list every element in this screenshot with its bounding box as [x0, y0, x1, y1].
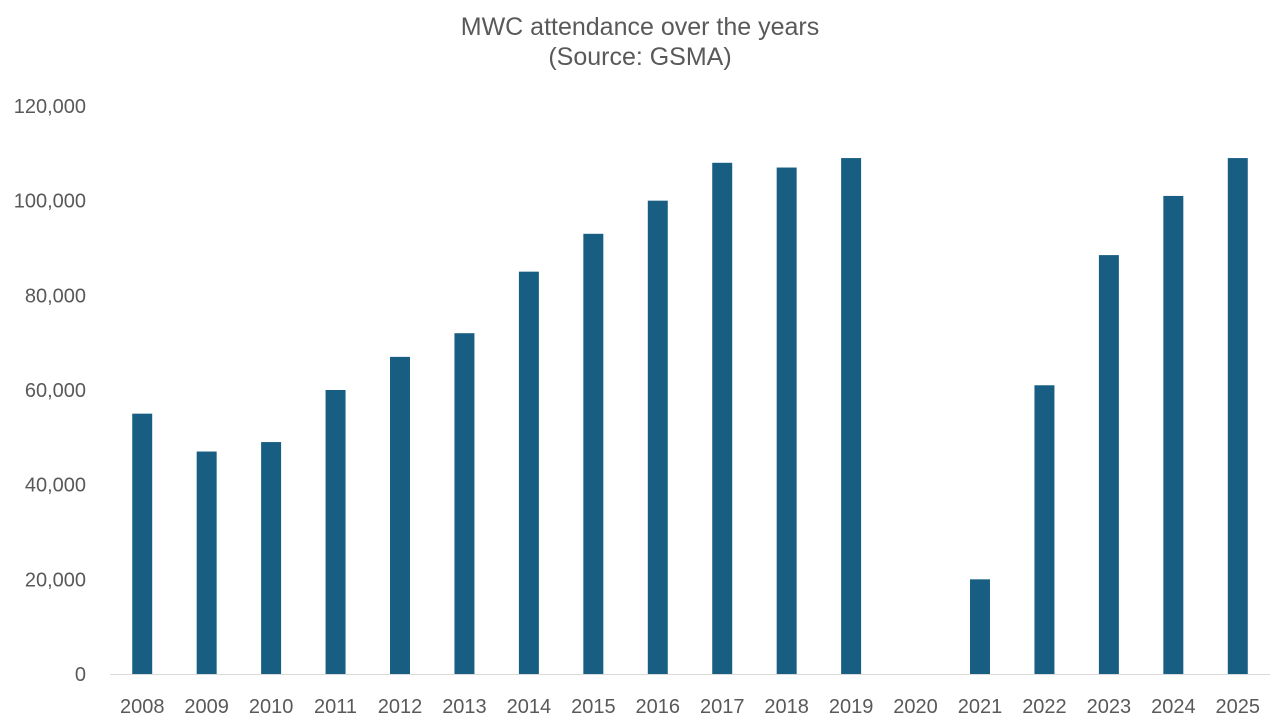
- bar-2010: [261, 442, 282, 674]
- x-tick-label: 2023: [1087, 696, 1132, 718]
- bar-2008: [132, 413, 153, 674]
- x-tick-label: 2012: [378, 696, 423, 718]
- x-tick-label: 2022: [1022, 696, 1067, 718]
- bars: [132, 158, 1248, 675]
- bar-2015: [583, 233, 604, 675]
- x-tick-label: 2013: [442, 696, 487, 718]
- y-tick-label: 20,000: [25, 569, 86, 591]
- x-tick-label: 2015: [571, 696, 616, 718]
- bar-2014: [518, 271, 539, 674]
- x-tick-label: 2016: [636, 696, 681, 718]
- y-tick-label: 120,000: [14, 96, 86, 118]
- y-tick-label: 0: [75, 664, 86, 686]
- x-tick-label: 2011: [314, 696, 357, 718]
- x-tick-label: 2024: [1151, 696, 1196, 718]
- chart-title: MWC attendance over the years (Source: G…: [0, 12, 1280, 72]
- bar-2019: [841, 158, 862, 675]
- x-tick-label: 2014: [507, 696, 552, 718]
- bar-2018: [776, 167, 797, 675]
- y-tick-label: 80,000: [25, 285, 86, 307]
- bar-2016: [647, 200, 668, 674]
- bar-2013: [454, 333, 475, 674]
- x-tick-label: 2025: [1216, 696, 1261, 718]
- y-tick-label: 40,000: [25, 475, 86, 497]
- y-tick-label: 100,000: [14, 191, 86, 213]
- bar-2011: [325, 390, 346, 674]
- bar-2022: [1034, 385, 1055, 674]
- x-tick-label: 2009: [184, 696, 229, 718]
- x-tick-label: 2017: [700, 696, 745, 718]
- x-tick-label: 2010: [249, 696, 294, 718]
- x-axis-ticks: 2008 2009 2010 2011 2012 2013 2014 2015 2016 2017…: [120, 696, 1260, 718]
- x-tick-label: 2021: [958, 696, 1003, 718]
- chart-subtitle: (Source: GSMA): [548, 43, 732, 71]
- x-tick-label: 2020: [893, 696, 938, 718]
- x-tick-label: 2008: [120, 696, 165, 718]
- y-axis-ticks: 0 20,000 40,000 60,000 80,000 100,000 120,000: [14, 96, 86, 686]
- x-tick-label: 2019: [829, 696, 874, 718]
- bar-2024: [1163, 195, 1184, 674]
- y-tick-label: 60,000: [25, 380, 86, 402]
- bar-2009: [196, 451, 217, 674]
- bar-2023: [1098, 255, 1119, 674]
- bar-2012: [390, 356, 410, 674]
- chart-title-main: MWC attendance over the years: [460, 13, 820, 41]
- bar-2021: [970, 579, 990, 674]
- bar-2025: [1227, 158, 1248, 675]
- x-tick-label: 2018: [764, 696, 809, 718]
- bar-2017: [712, 162, 733, 675]
